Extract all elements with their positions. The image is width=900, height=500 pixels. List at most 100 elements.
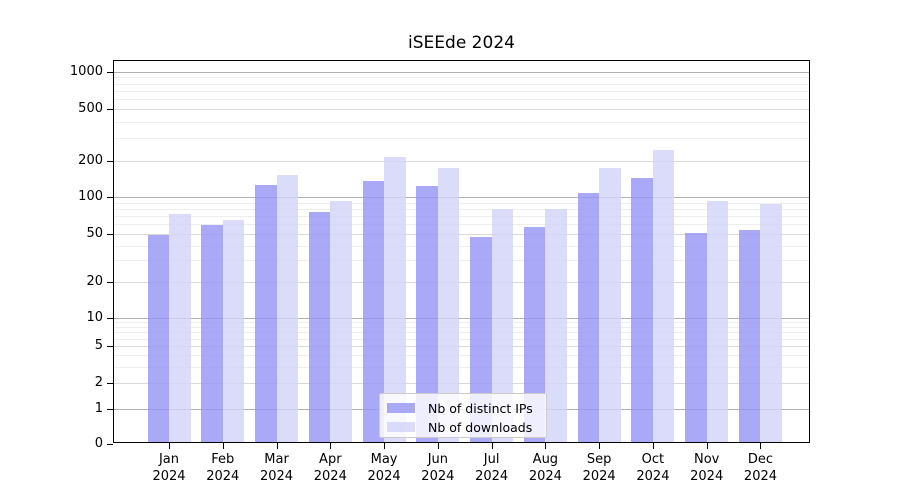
legend-swatch-distinct-ips <box>387 403 415 413</box>
minor-gridline <box>114 245 809 247</box>
y-tick-mark <box>107 160 113 162</box>
y-tick-label: 5 <box>94 338 103 353</box>
bar-distinct-ips-apr <box>308 211 331 442</box>
y-tick-mark <box>107 383 113 384</box>
bar-downloads-nov <box>706 201 729 442</box>
y-tick-mark <box>107 281 113 283</box>
y-tick-label: 1 <box>94 401 103 416</box>
bar-distinct-ips-jan <box>147 235 169 442</box>
x-tick-mark <box>384 443 386 449</box>
major-gridline <box>114 234 809 235</box>
x-tick-label: Apr 2024 <box>313 452 347 484</box>
bar-downloads-feb <box>222 219 245 442</box>
minor-gridline <box>114 83 809 85</box>
minor-gridline <box>114 224 809 226</box>
x-tick-label: Dec 2024 <box>743 452 778 484</box>
major-gridline <box>114 71 809 73</box>
x-tick-label: May 2024 <box>367 452 401 484</box>
minor-gridline <box>114 260 809 262</box>
major-gridline <box>114 346 809 347</box>
x-tick-mark <box>706 443 708 449</box>
minor-gridline <box>114 90 809 92</box>
major-gridline <box>114 109 809 110</box>
y-tick-mark <box>107 317 113 319</box>
y-tick-label: 100 <box>78 189 103 204</box>
bar-downloads-aug <box>545 208 567 442</box>
major-gridline <box>114 281 809 283</box>
legend: Nb of distinct IPs Nb of downloads <box>379 393 547 438</box>
x-tick-mark <box>222 443 224 449</box>
bar-distinct-ips-oct <box>631 177 653 442</box>
legend-row-distinct-ips: Nb of distinct IPs <box>387 399 546 417</box>
minor-gridline <box>114 321 809 323</box>
minor-gridline <box>114 208 809 210</box>
y-tick-mark <box>107 346 113 347</box>
legend-label-downloads: Nb of downloads <box>428 419 533 435</box>
x-tick-label: Nov 2024 <box>690 452 724 484</box>
x-tick-mark <box>652 443 654 449</box>
minor-gridline <box>114 216 809 218</box>
x-tick-label: Aug 2024 <box>528 452 562 484</box>
y-tick-mark <box>107 109 113 110</box>
bar-distinct-ips-nov <box>685 233 707 442</box>
x-tick-mark <box>545 443 547 449</box>
x-tick-label: Jan 2024 <box>152 452 186 484</box>
major-gridline <box>114 317 809 319</box>
minor-gridline <box>114 338 809 340</box>
bar-distinct-ips-dec <box>738 229 761 442</box>
minor-gridline <box>114 137 809 139</box>
x-tick-mark <box>276 443 278 449</box>
x-tick-label: Mar 2024 <box>259 452 294 484</box>
x-tick-label: Jun 2024 <box>421 452 455 484</box>
bar-downloads-mar <box>276 175 299 442</box>
bar-distinct-ips-mar <box>255 185 277 442</box>
x-tick-mark <box>330 443 332 449</box>
y-tick-label: 1000 <box>69 63 103 79</box>
bar-distinct-ips-sep <box>577 193 600 442</box>
x-tick-label: Feb 2024 <box>206 452 240 484</box>
y-tick-label: 20 <box>86 273 103 289</box>
y-tick-label: 10 <box>86 309 103 325</box>
bar-downloads-jul <box>491 208 514 442</box>
minor-gridline <box>114 332 809 334</box>
bar-downloads-dec <box>760 203 782 442</box>
x-tick-mark <box>599 443 601 449</box>
y-tick-mark <box>107 197 113 198</box>
minor-gridline <box>114 202 809 204</box>
minor-gridline <box>114 77 809 79</box>
minor-gridline <box>114 366 809 368</box>
major-gridline <box>114 197 809 198</box>
y-tick-label: 500 <box>78 101 103 116</box>
x-tick-label: Oct 2024 <box>636 452 670 484</box>
x-tick-mark <box>437 443 439 449</box>
y-tick-mark <box>107 444 113 445</box>
y-tick-label: 50 <box>86 226 103 241</box>
y-tick-label: 2 <box>94 375 103 390</box>
chart-title: iSEEde 2024 <box>408 33 515 53</box>
bar-downloads-oct <box>652 149 675 442</box>
x-tick-mark <box>169 443 170 449</box>
bar-downloads-jun <box>437 168 460 442</box>
bar-downloads-apr <box>330 201 352 442</box>
bar-distinct-ips-aug <box>523 226 546 442</box>
y-tick-mark <box>107 234 113 235</box>
y-tick-label: 0 <box>94 436 103 451</box>
plot-area: Nb of distinct IPs Nb of downloads 0 1 2 5 1… <box>70 60 810 484</box>
bar-distinct-ips-jul <box>470 237 492 442</box>
bar-distinct-ips-may <box>362 181 385 442</box>
major-gridline <box>114 383 809 384</box>
legend-label-distinct-ips: Nb of distinct IPs <box>428 400 533 416</box>
x-tick-label: Jul 2024 <box>475 452 509 484</box>
x-tick-label: Sep 2024 <box>582 452 616 484</box>
bar-downloads-sep <box>599 168 621 442</box>
major-gridline <box>114 160 809 162</box>
bar-distinct-ips-feb <box>201 225 223 442</box>
legend-swatch-downloads <box>387 422 415 432</box>
bar-distinct-ips-jun <box>416 186 438 442</box>
minor-gridline <box>114 355 809 356</box>
minor-gridline <box>114 99 809 101</box>
bar-downloads-may <box>384 157 406 442</box>
minor-gridline <box>114 326 809 328</box>
x-tick-mark <box>491 443 493 449</box>
